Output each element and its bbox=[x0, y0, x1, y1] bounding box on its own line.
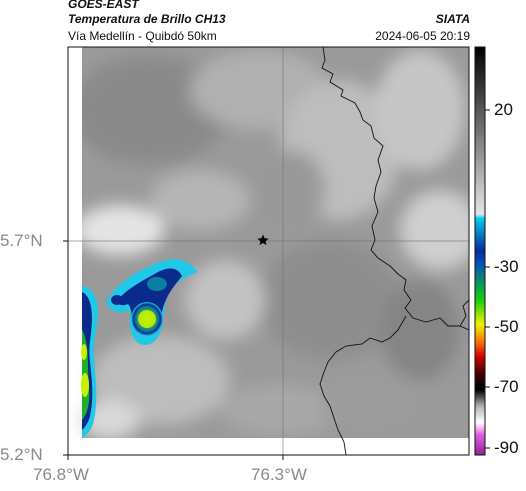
department-boundary bbox=[459, 299, 469, 327]
lon-tick-label: 76.8°W bbox=[33, 465, 89, 484]
department-boundary bbox=[321, 47, 469, 331]
datetime-label: 2024-06-05 20:19 bbox=[375, 29, 470, 43]
colorbar-tick-label: -70 bbox=[494, 377, 519, 396]
colorbar-tick-label: -90 bbox=[494, 438, 519, 457]
colorbar-tick-label: -50 bbox=[494, 317, 519, 336]
lat-tick-label: 5.2°N bbox=[0, 445, 43, 464]
colorbar-ticks bbox=[485, 109, 490, 449]
lat-tick-label: 5.7°N bbox=[0, 231, 43, 250]
lon-tick-label: 76.3°W bbox=[251, 465, 307, 484]
product-title: Temperatura de Brillo CH13 bbox=[68, 12, 226, 26]
convective-cell bbox=[106, 259, 198, 345]
brightness-temperature-field bbox=[68, 47, 469, 455]
source-label: SIATA bbox=[435, 12, 470, 26]
department-boundary bbox=[319, 315, 407, 455]
convective-band-west bbox=[81, 286, 98, 438]
axis-ticks bbox=[63, 240, 284, 460]
colorbar-tick-label: 20 bbox=[494, 100, 513, 119]
star-icon bbox=[257, 234, 269, 246]
route-label: Vía Medellín - Quibdó 50km bbox=[68, 29, 217, 43]
satellite-title: GOES-EAST bbox=[68, 0, 139, 11]
colorbar-tick-label: -30 bbox=[494, 257, 519, 276]
colorbar bbox=[474, 46, 486, 456]
